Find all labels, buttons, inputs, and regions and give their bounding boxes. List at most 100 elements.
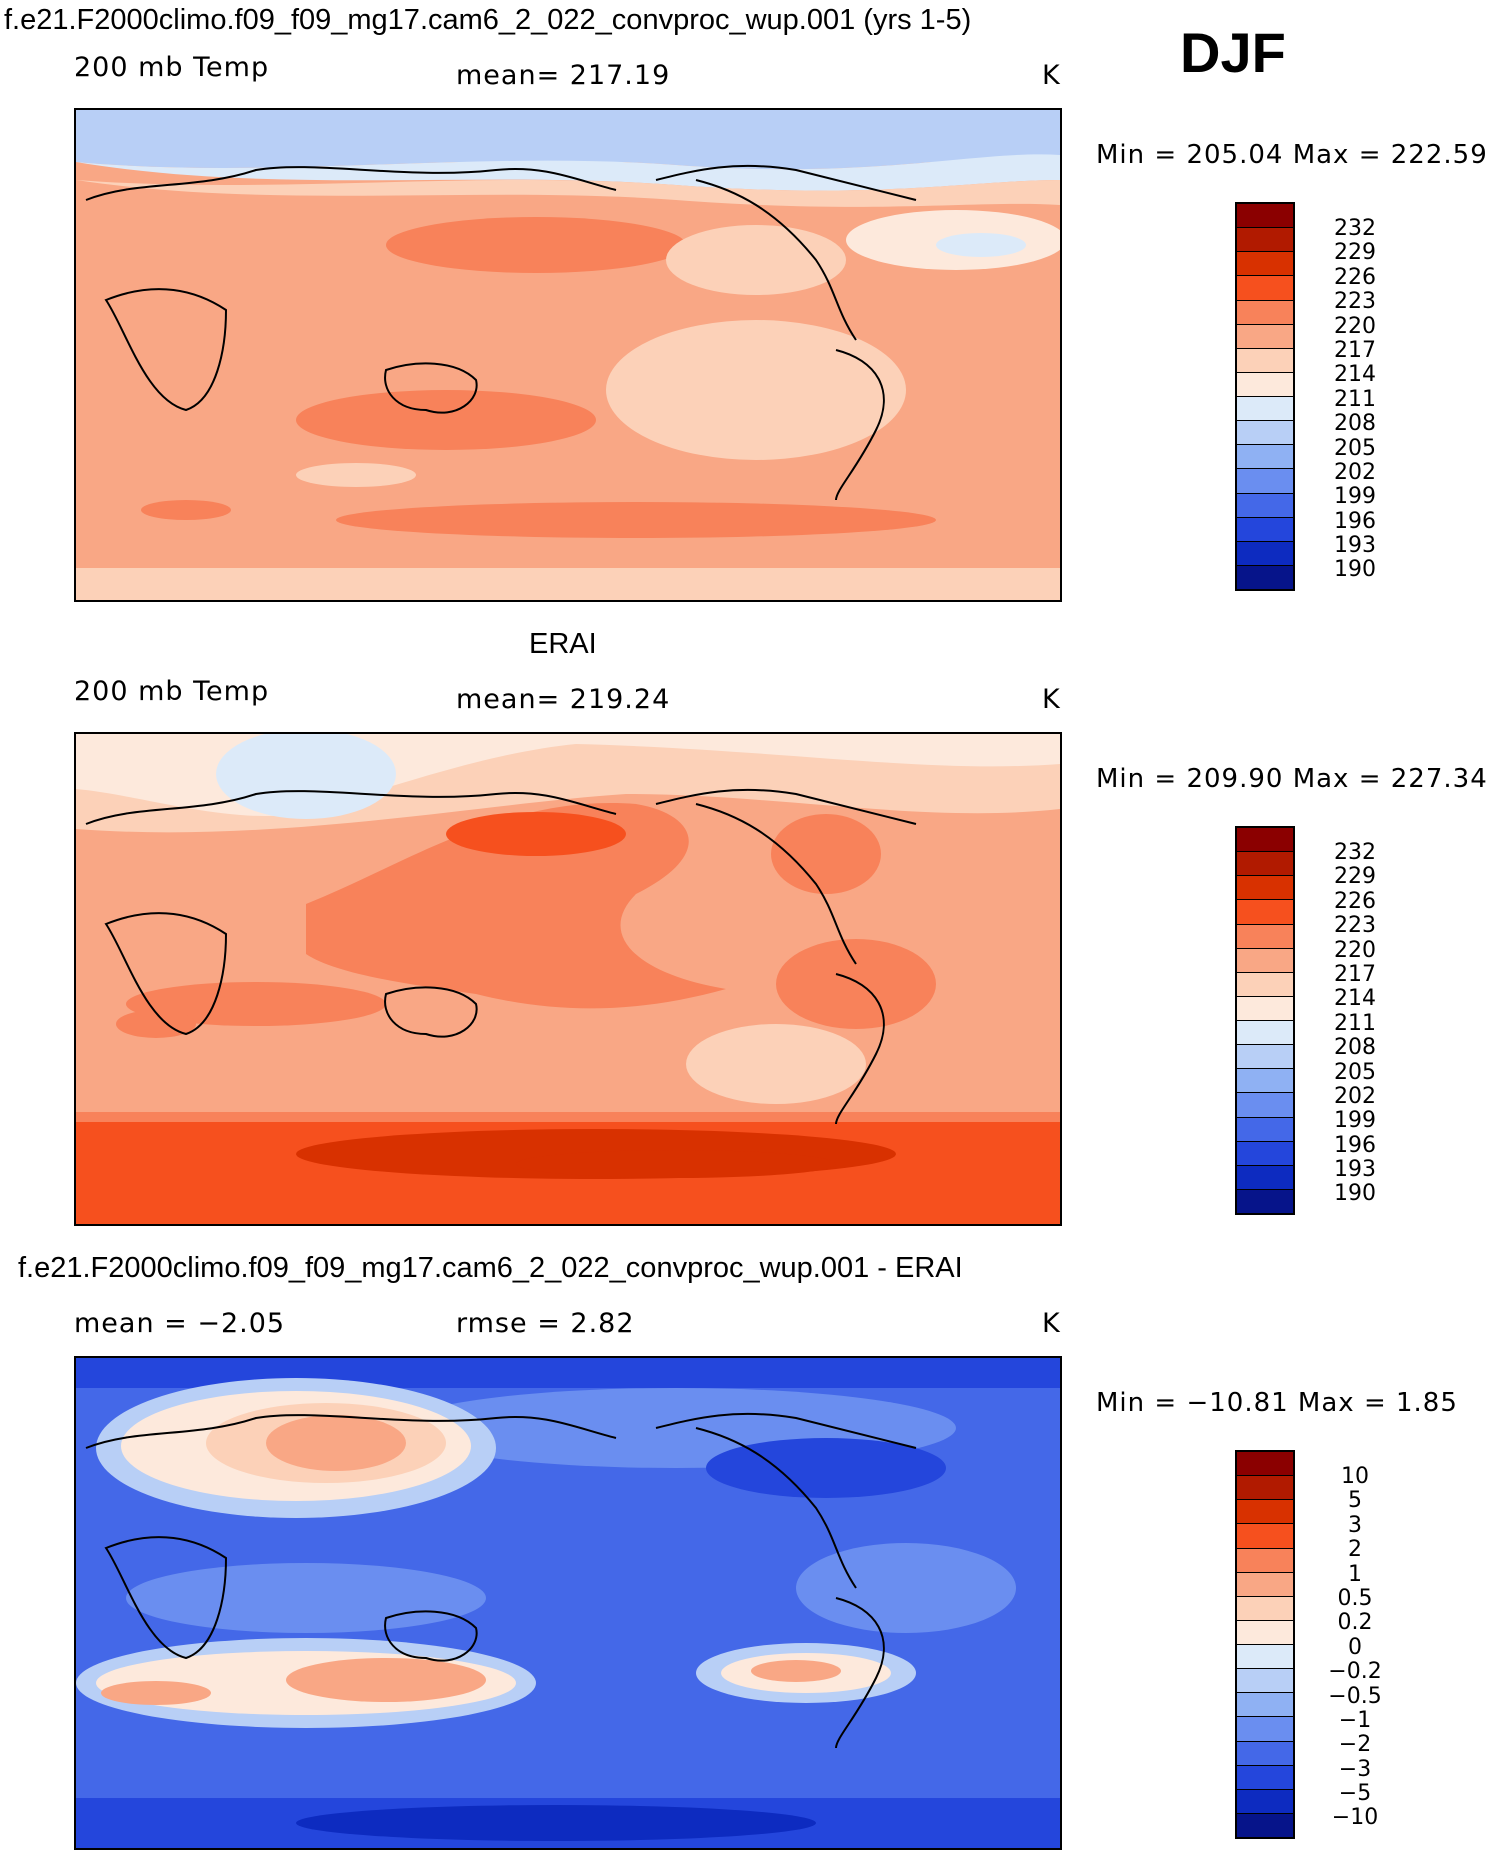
colorbar-label: −10 [1331, 1805, 1379, 1831]
colorbar-label: 226 [1334, 264, 1376, 290]
colorbar-swatch [1237, 372, 1293, 397]
colorbar-swatch [1237, 948, 1293, 973]
panel3-units-label: K [1042, 1308, 1061, 1339]
panel1-minmax-label: Min = 205.04 Max = 222.59 [1096, 140, 1488, 170]
colorbar-swatch [1237, 228, 1293, 253]
colorbar-label: 208 [1334, 1035, 1376, 1061]
colorbar-label: 217 [1334, 961, 1376, 987]
colorbar-label: −0.2 [1328, 1659, 1382, 1685]
colorbar-label: 205 [1334, 435, 1376, 461]
colorbar-swatch [1237, 972, 1293, 997]
colorbar-label: 196 [1334, 1132, 1376, 1158]
colorbar-label: 232 [1334, 216, 1376, 241]
colorbar-label: 223 [1334, 289, 1376, 315]
colorbar-label: 214 [1334, 362, 1376, 388]
panel1-colorbar-labels: 232 229 226 223 220 217 214 211 208 205 … [1310, 216, 1400, 583]
colorbar-swatch [1237, 1189, 1293, 1213]
colorbar-label: 10 [1341, 1464, 1369, 1489]
panel2-mean-label: mean= 219.24 [456, 684, 671, 715]
colorbar-swatch [1237, 1620, 1293, 1645]
colorbar-label: 232 [1334, 840, 1376, 865]
colorbar-swatch [1237, 517, 1293, 542]
colorbar-swatch [1237, 996, 1293, 1021]
panel2-map [74, 732, 1062, 1226]
colorbar-label: 2 [1348, 1537, 1362, 1563]
colorbar-swatch [1237, 1765, 1293, 1790]
colorbar-label: 193 [1334, 1157, 1376, 1183]
colorbar-swatch [1237, 852, 1293, 877]
panel2-caption: ERAI [529, 628, 597, 660]
colorbar-label: 214 [1334, 986, 1376, 1012]
colorbar-swatch [1237, 421, 1293, 446]
colorbar-swatch [1237, 348, 1293, 373]
colorbar-swatch [1237, 1021, 1293, 1046]
colorbar-label: 193 [1334, 533, 1376, 559]
colorbar-swatch [1237, 1717, 1293, 1742]
colorbar-label: 202 [1334, 1083, 1376, 1109]
colorbar-swatch [1237, 1572, 1293, 1597]
colorbar-swatch [1237, 469, 1293, 494]
colorbar-swatch [1237, 1165, 1293, 1190]
colorbar-swatch [1237, 900, 1293, 925]
colorbar-swatch [1237, 445, 1293, 470]
panel1-map [74, 108, 1062, 602]
colorbar-swatch [1237, 1452, 1293, 1477]
colorbar-label: 220 [1334, 937, 1376, 963]
panel1-mean-label: mean= 217.19 [456, 60, 671, 91]
panel3-caption: f.e21.F2000climo.f09_f09_mg17.cam6_2_022… [18, 1252, 963, 1284]
colorbar-swatch [1237, 1813, 1293, 1837]
panel2-colorbar-labels: 232 229 226 223 220 217 214 211 208 205 … [1310, 840, 1400, 1207]
season-label: DJF [1180, 21, 1286, 84]
panel1-variable-label: 200 mb Temp [74, 52, 270, 83]
colorbar-swatch [1237, 1069, 1293, 1094]
panel1-units-label: K [1042, 60, 1061, 91]
colorbar-label: 229 [1334, 240, 1376, 266]
colorbar-swatch [1237, 1141, 1293, 1166]
colorbar-label: −1 [1338, 1707, 1372, 1733]
colorbar-label: 220 [1334, 313, 1376, 339]
colorbar-label: −0.5 [1328, 1683, 1382, 1709]
colorbar-swatch [1237, 565, 1293, 589]
colorbar-label: 5 [1348, 1488, 1362, 1514]
colorbar-swatch [1237, 1500, 1293, 1525]
colorbar-swatch [1237, 1476, 1293, 1501]
colorbar-label: 211 [1334, 386, 1376, 412]
colorbar-label: 211 [1334, 1010, 1376, 1036]
colorbar-label: −3 [1338, 1756, 1372, 1782]
colorbar-label: 223 [1334, 913, 1376, 939]
colorbar-swatch [1237, 252, 1293, 277]
colorbar-label: 199 [1334, 1108, 1376, 1134]
colorbar-swatch [1237, 324, 1293, 349]
colorbar-swatch [1237, 397, 1293, 422]
colorbar-label: 0.2 [1337, 1610, 1373, 1636]
figure-title: f.e21.F2000climo.f09_f09_mg17.cam6_2_022… [4, 4, 972, 36]
colorbar-label: 3 [1348, 1512, 1362, 1538]
colorbar-swatch [1237, 1645, 1293, 1670]
colorbar-label: 202 [1334, 459, 1376, 485]
colorbar-label: 226 [1334, 888, 1376, 914]
colorbar-swatch [1237, 1669, 1293, 1694]
colorbar-swatch [1237, 876, 1293, 901]
panel1-colorbar [1235, 202, 1295, 591]
colorbar-swatch [1237, 1789, 1293, 1814]
colorbar-label: 190 [1334, 557, 1376, 583]
colorbar-label: 196 [1334, 508, 1376, 534]
colorbar-swatch [1237, 828, 1293, 853]
colorbar-label: 217 [1334, 337, 1376, 363]
panel3-minmax-label: Min = −10.81 Max = 1.85 [1096, 1388, 1458, 1418]
colorbar-swatch [1237, 1093, 1293, 1118]
colorbar-swatch [1237, 1548, 1293, 1573]
panel1-contour-field [76, 110, 1060, 600]
panel2-variable-label: 200 mb Temp [74, 676, 270, 707]
colorbar-label: 208 [1334, 411, 1376, 437]
colorbar-swatch [1237, 1596, 1293, 1621]
panel3-colorbar-labels: 10 5 3 2 1 0.5 0.2 0 −0.2 −0.5 −1 −2 −3 … [1310, 1464, 1400, 1831]
panel3-contour-field [76, 1358, 1060, 1848]
colorbar-label: −5 [1338, 1781, 1372, 1807]
colorbar-swatch [1237, 300, 1293, 325]
panel2-minmax-label: Min = 209.90 Max = 227.34 [1096, 764, 1488, 794]
colorbar-label: 205 [1334, 1059, 1376, 1085]
colorbar-swatch [1237, 493, 1293, 518]
colorbar-swatch [1237, 1045, 1293, 1070]
panel3-mean-label: mean = −2.05 [74, 1308, 286, 1339]
